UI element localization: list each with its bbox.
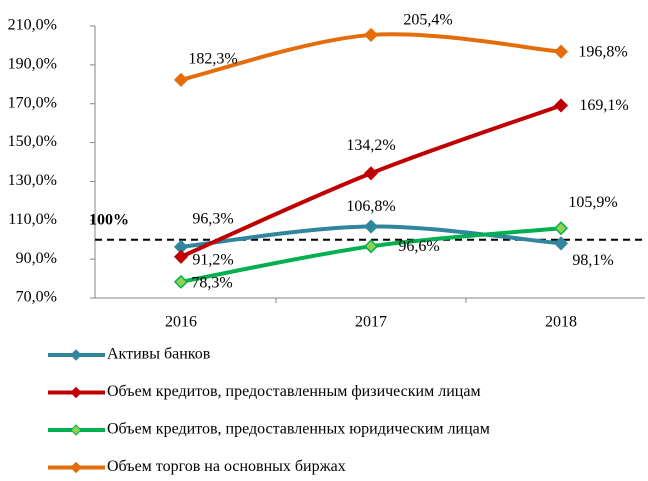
- data-label: 196,8%: [578, 43, 627, 60]
- y-tick-label: 170,0%: [8, 94, 57, 111]
- data-label: 96,3%: [192, 211, 233, 228]
- data-label: 205,4%: [403, 12, 452, 29]
- y-tick-label: 150,0%: [8, 133, 57, 150]
- legend-label: Объем кредитов, предоставленных юридичес…: [107, 421, 490, 438]
- legend-label: Объем торгов на основных биржах: [107, 458, 346, 475]
- y-tick-label: 190,0%: [8, 56, 57, 73]
- data-label: 91,2%: [192, 251, 233, 268]
- data-label: 182,3%: [188, 50, 237, 67]
- x-tick-label: 2016: [165, 314, 197, 331]
- marker: [553, 221, 569, 236]
- data-label: 78,3%: [191, 275, 232, 292]
- data-label: 106,8%: [346, 198, 395, 215]
- legend-marker: [70, 461, 82, 474]
- legend-label: Объем кредитов, предоставленным физическ…: [107, 383, 481, 400]
- marker: [553, 98, 569, 113]
- y-tick-label: 110,0%: [8, 211, 57, 228]
- y-tick-label: 70,0%: [16, 289, 57, 306]
- marker: [553, 44, 569, 59]
- x-tick-label: 2018: [545, 314, 577, 331]
- marker: [553, 236, 569, 251]
- data-label: 96,6%: [398, 238, 439, 255]
- reference-label: 100%: [89, 211, 129, 228]
- y-tick-label: 130,0%: [8, 172, 57, 189]
- legend-marker: [70, 349, 82, 361]
- data-label: 134,2%: [346, 137, 395, 154]
- marker: [363, 166, 379, 181]
- legend-marker: [70, 424, 82, 436]
- legend-label: Активы банков: [107, 346, 211, 363]
- x-tick-label: 2017: [355, 314, 387, 331]
- y-tick-label: 210,0%: [8, 17, 57, 34]
- legend-marker: [70, 386, 82, 399]
- marker: [173, 249, 189, 264]
- marker: [363, 239, 379, 254]
- marker: [173, 72, 189, 87]
- marker: [363, 27, 379, 42]
- data-label: 169,1%: [579, 97, 628, 114]
- marker: [173, 274, 189, 289]
- y-tick-label: 90,0%: [16, 250, 57, 267]
- data-label: 98,1%: [572, 252, 613, 269]
- marker: [363, 219, 379, 234]
- data-label: 105,9%: [568, 194, 617, 211]
